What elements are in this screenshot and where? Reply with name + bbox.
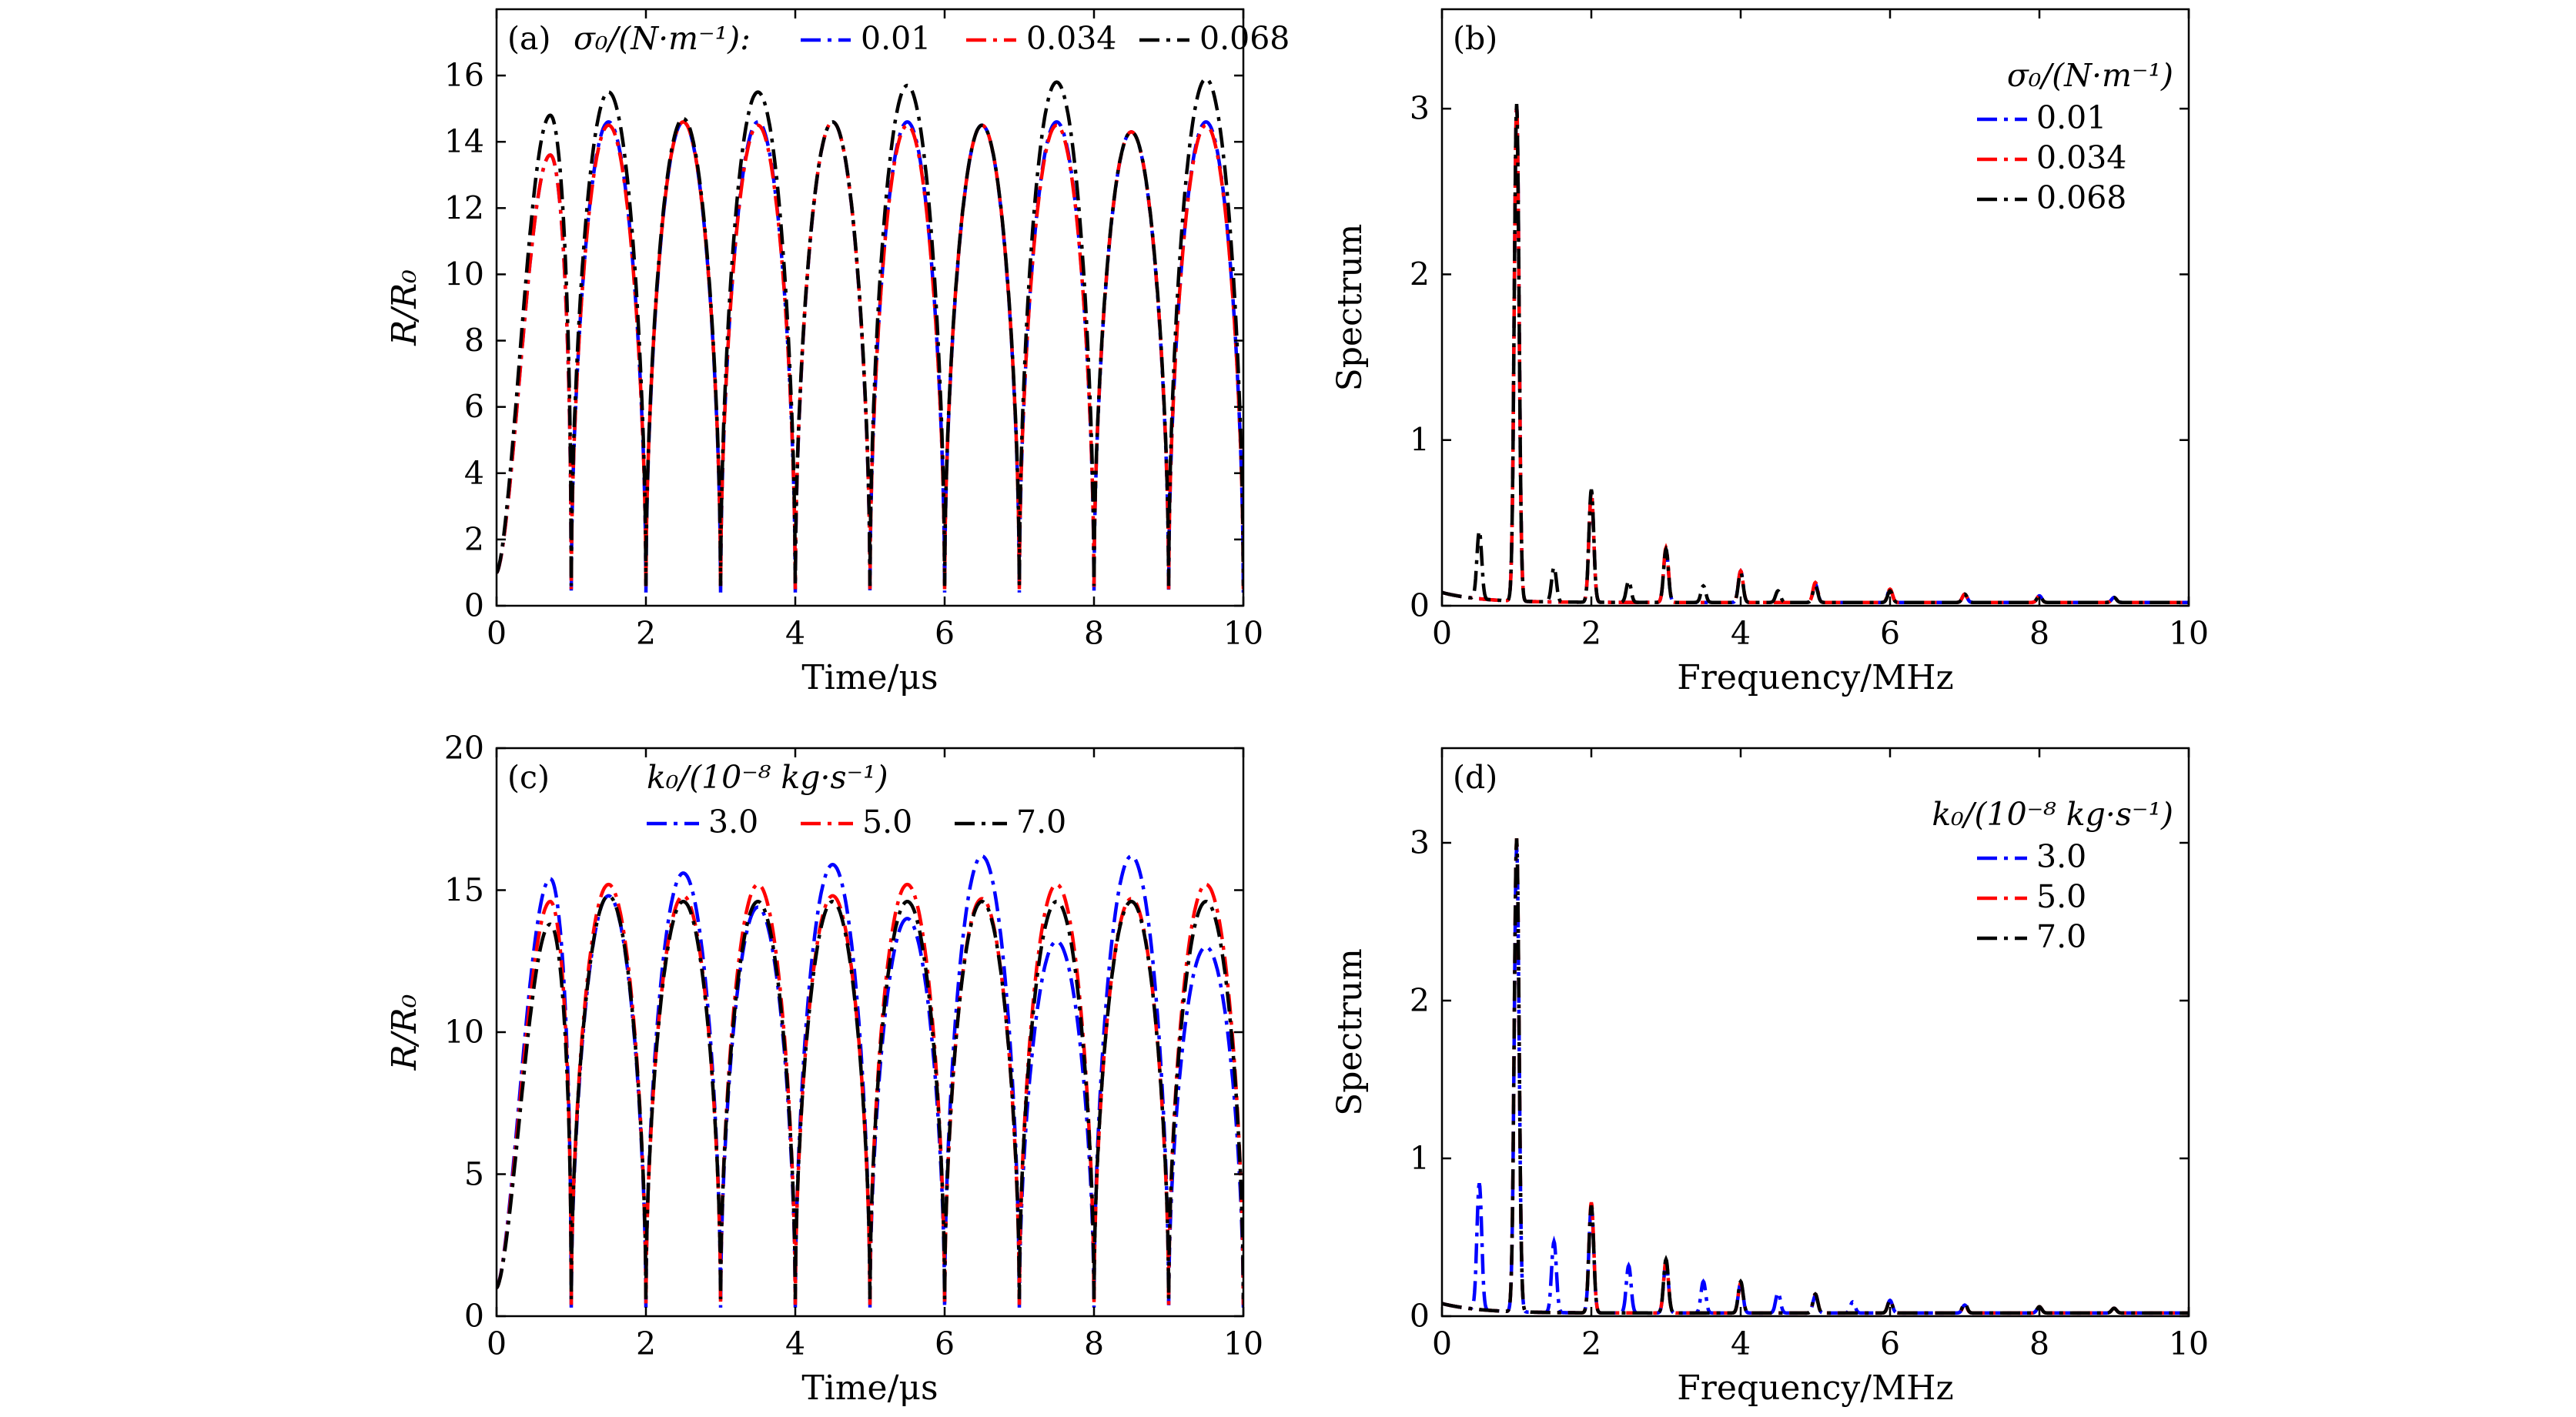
y-tick-label: 2 <box>1410 256 1430 292</box>
x-tick-label: 4 <box>1731 615 1751 652</box>
y-tick-label: 3 <box>1410 824 1430 861</box>
y-axis-label: R/R₀ <box>385 994 424 1071</box>
legend: σ₀/(N·m⁻¹): 0.01 0.034 0.068 <box>574 20 1290 57</box>
x-tick-label: 2 <box>636 615 656 652</box>
legend-title: σ₀/(N·m⁻¹) <box>2007 57 2173 94</box>
y-tick-label: 8 <box>464 323 484 359</box>
x-tick-label: 10 <box>1223 1325 1263 1362</box>
y-tick-label: 0 <box>464 587 484 624</box>
legend-entry: 7.0 <box>1016 804 1066 841</box>
panel-b: 0 2 4 6 8 10 0 1 2 3 Frequency/MHz Spectrum (b) σ₀/(N… <box>1330 8 2209 697</box>
x-tick-label: 6 <box>935 1325 955 1362</box>
series-line-d-2 <box>1442 838 2189 1315</box>
y-tick-label: 6 <box>464 389 484 426</box>
y-axis-label: Spectrum <box>1330 948 1370 1116</box>
x-axis-label: Frequency/MHz <box>1677 658 1953 697</box>
legend-title: k₀/(10⁻⁸ kg·s⁻¹) <box>647 759 888 796</box>
panel-c: 0 2 4 6 8 10 0 5 10 15 20 Time/μs R/R₀ (c) k₀/(10⁻⁸ kg… <box>385 730 1263 1408</box>
y-tick-label: 12 <box>444 189 484 226</box>
series-line-c-2 <box>497 894 1243 1299</box>
plot-frame <box>1440 8 2190 607</box>
legend-title: k₀/(10⁻⁸ kg·s⁻¹) <box>1932 796 2173 833</box>
plot-frame <box>1440 747 2190 1318</box>
x-tick-label: 8 <box>2029 1325 2049 1362</box>
y-tick-label: 0 <box>464 1298 484 1335</box>
y-tick-label: 0 <box>1410 587 1430 624</box>
y-axis-label: Spectrum <box>1330 224 1370 392</box>
legend-entry: 0.034 <box>2036 139 2126 176</box>
y-tick-label: 5 <box>464 1156 484 1193</box>
legend: k₀/(10⁻⁸ kg·s⁻¹) 3.05.07.0 <box>1932 796 2173 955</box>
y-tick-label: 1 <box>1410 1140 1430 1177</box>
x-tick-label: 6 <box>1880 615 1900 652</box>
x-tick-label: 10 <box>2169 1325 2209 1362</box>
x-tick-label: 2 <box>1581 615 1601 652</box>
x-tick-label: 8 <box>1084 1325 1104 1362</box>
x-axis-label: Time/μs <box>801 658 938 697</box>
x-tick-label: 0 <box>487 615 507 652</box>
x-axis-label: Time/μs <box>801 1369 938 1408</box>
legend-entry: 0.01 <box>2036 99 2106 136</box>
panel-d: 0 2 4 6 8 10 0 1 2 3 Frequency/MHz Spectrum (d) k₀/(1… <box>1330 747 2209 1408</box>
x-tick-label: 2 <box>636 1325 656 1362</box>
x-tick-label: 2 <box>1581 1325 1601 1362</box>
x-tick-label: 10 <box>2169 615 2209 652</box>
legend-entry: 3.0 <box>2036 838 2086 875</box>
y-tick-label: 10 <box>444 1014 484 1051</box>
y-tick-label: 16 <box>444 57 484 94</box>
panel-a: 0 2 4 6 8 10 0 2 4 6 8 10 12 14 16 Time/μs R/R₀ (a) σ₀/(N·… <box>385 8 1290 697</box>
panel-label: (b) <box>1453 20 1497 57</box>
panel-label: (d) <box>1453 759 1497 796</box>
y-tick-label: 20 <box>444 730 484 767</box>
series-line-a-2 <box>497 77 1243 587</box>
x-tick-label: 4 <box>785 1325 805 1362</box>
legend-entry: 0.01 <box>861 20 931 57</box>
y-axis-label: R/R₀ <box>385 269 424 346</box>
legend-entry: 5.0 <box>862 804 912 841</box>
legend-entry: 5.0 <box>2036 878 2086 915</box>
series-line-c-0 <box>497 854 1243 1308</box>
y-tick-label: 14 <box>444 123 484 160</box>
x-tick-label: 0 <box>487 1325 507 1362</box>
legend: k₀/(10⁻⁸ kg·s⁻¹) 3.0 5.0 7.0 <box>647 759 1066 841</box>
y-tick-label: 0 <box>1410 1298 1430 1335</box>
panel-label: (a) <box>507 20 550 57</box>
panel-label: (c) <box>507 759 550 796</box>
x-tick-label: 6 <box>935 615 955 652</box>
legend-entry: 3.0 <box>708 804 758 841</box>
legend-title: σ₀/(N·m⁻¹): <box>574 20 751 57</box>
x-tick-label: 8 <box>2029 615 2049 652</box>
x-tick-label: 4 <box>1731 1325 1751 1362</box>
series-line-c-1 <box>497 882 1243 1305</box>
x-tick-label: 6 <box>1880 1325 1900 1362</box>
legend-entry: 0.068 <box>1199 20 1290 57</box>
x-tick-label: 10 <box>1223 615 1263 652</box>
y-tick-label: 4 <box>464 455 484 492</box>
series-line-a-1 <box>497 120 1243 590</box>
legend-entry: 0.034 <box>1026 20 1116 57</box>
y-tick-label: 3 <box>1410 90 1430 127</box>
x-tick-label: 0 <box>1432 1325 1452 1362</box>
y-tick-label: 15 <box>444 872 484 909</box>
y-tick-label: 10 <box>444 256 484 292</box>
y-tick-label: 2 <box>1410 982 1430 1019</box>
plot-frame <box>495 8 1245 607</box>
legend-entry: 7.0 <box>2036 918 2086 955</box>
x-tick-label: 4 <box>785 615 805 652</box>
x-axis-label: Frequency/MHz <box>1677 1369 1953 1408</box>
y-tick-label: 1 <box>1410 422 1430 459</box>
x-tick-label: 8 <box>1084 615 1104 652</box>
x-tick-label: 0 <box>1432 615 1452 652</box>
legend-entry: 0.068 <box>2036 179 2126 216</box>
y-tick-label: 2 <box>464 521 484 558</box>
series-line-b-1 <box>1442 104 2189 604</box>
